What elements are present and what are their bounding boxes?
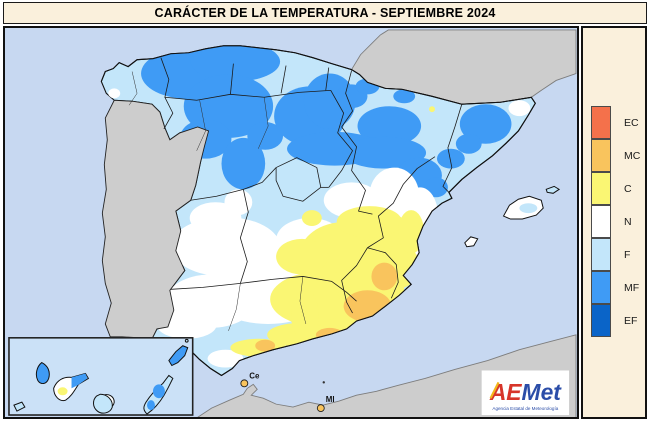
logo-letter-e2: e xyxy=(541,379,554,405)
legend-swatch-n xyxy=(591,205,611,238)
legend-row-c: C xyxy=(591,172,640,205)
canary-islands-inset xyxy=(9,338,193,415)
spain-map-canvas: Ce Ml xyxy=(5,28,577,417)
legend-swatch-mf xyxy=(591,271,611,304)
svg-text:Ml: Ml xyxy=(326,395,335,404)
map-container: Ce Ml xyxy=(3,26,579,419)
svg-text:Ce: Ce xyxy=(249,371,260,380)
legend-row-mf: MF xyxy=(591,271,640,304)
legend-swatch-ef xyxy=(591,304,611,337)
legend-swatch-mc xyxy=(591,139,611,172)
legend-label-mc: MC xyxy=(624,150,640,162)
legend-label-ec: EC xyxy=(624,117,639,129)
legend-swatch-f xyxy=(591,238,611,271)
legend-row-n: N xyxy=(591,205,640,238)
legend-rows: EC MC C N F MF xyxy=(591,106,640,337)
legend-row-mc: MC xyxy=(591,139,640,172)
alboran-islet-dot xyxy=(323,381,325,383)
legend-row-ef: EF xyxy=(591,304,640,337)
legend-panel: EC MC C N F MF xyxy=(581,26,647,419)
logo-letter-m: M xyxy=(522,379,542,405)
legend-label-f: F xyxy=(624,249,630,261)
logo-subtitle: Agencia Estatal de Meteorología xyxy=(492,406,558,411)
aemet-temperature-map-page: CARÁCTER DE LA TEMPERATURA - SEPTIEMBRE … xyxy=(0,0,650,422)
legend-row-f: F xyxy=(591,238,640,271)
aemet-logo: AEMet Agencia Estatal de Meteorología xyxy=(482,370,569,415)
legend-label-mf: MF xyxy=(624,282,639,294)
svg-text:AEMet: AEMet xyxy=(489,379,562,405)
legend-swatch-ec xyxy=(591,106,611,139)
legend-row-ec: EC xyxy=(591,106,640,139)
legend-label-ef: EF xyxy=(624,315,637,327)
logo-letter-e1: E xyxy=(506,379,522,405)
legend-label-c: C xyxy=(624,183,632,195)
legend-label-n: N xyxy=(624,216,632,228)
legend-swatch-c xyxy=(591,172,611,205)
page-title: CARÁCTER DE LA TEMPERATURA - SEPTIEMBRE … xyxy=(3,2,647,24)
